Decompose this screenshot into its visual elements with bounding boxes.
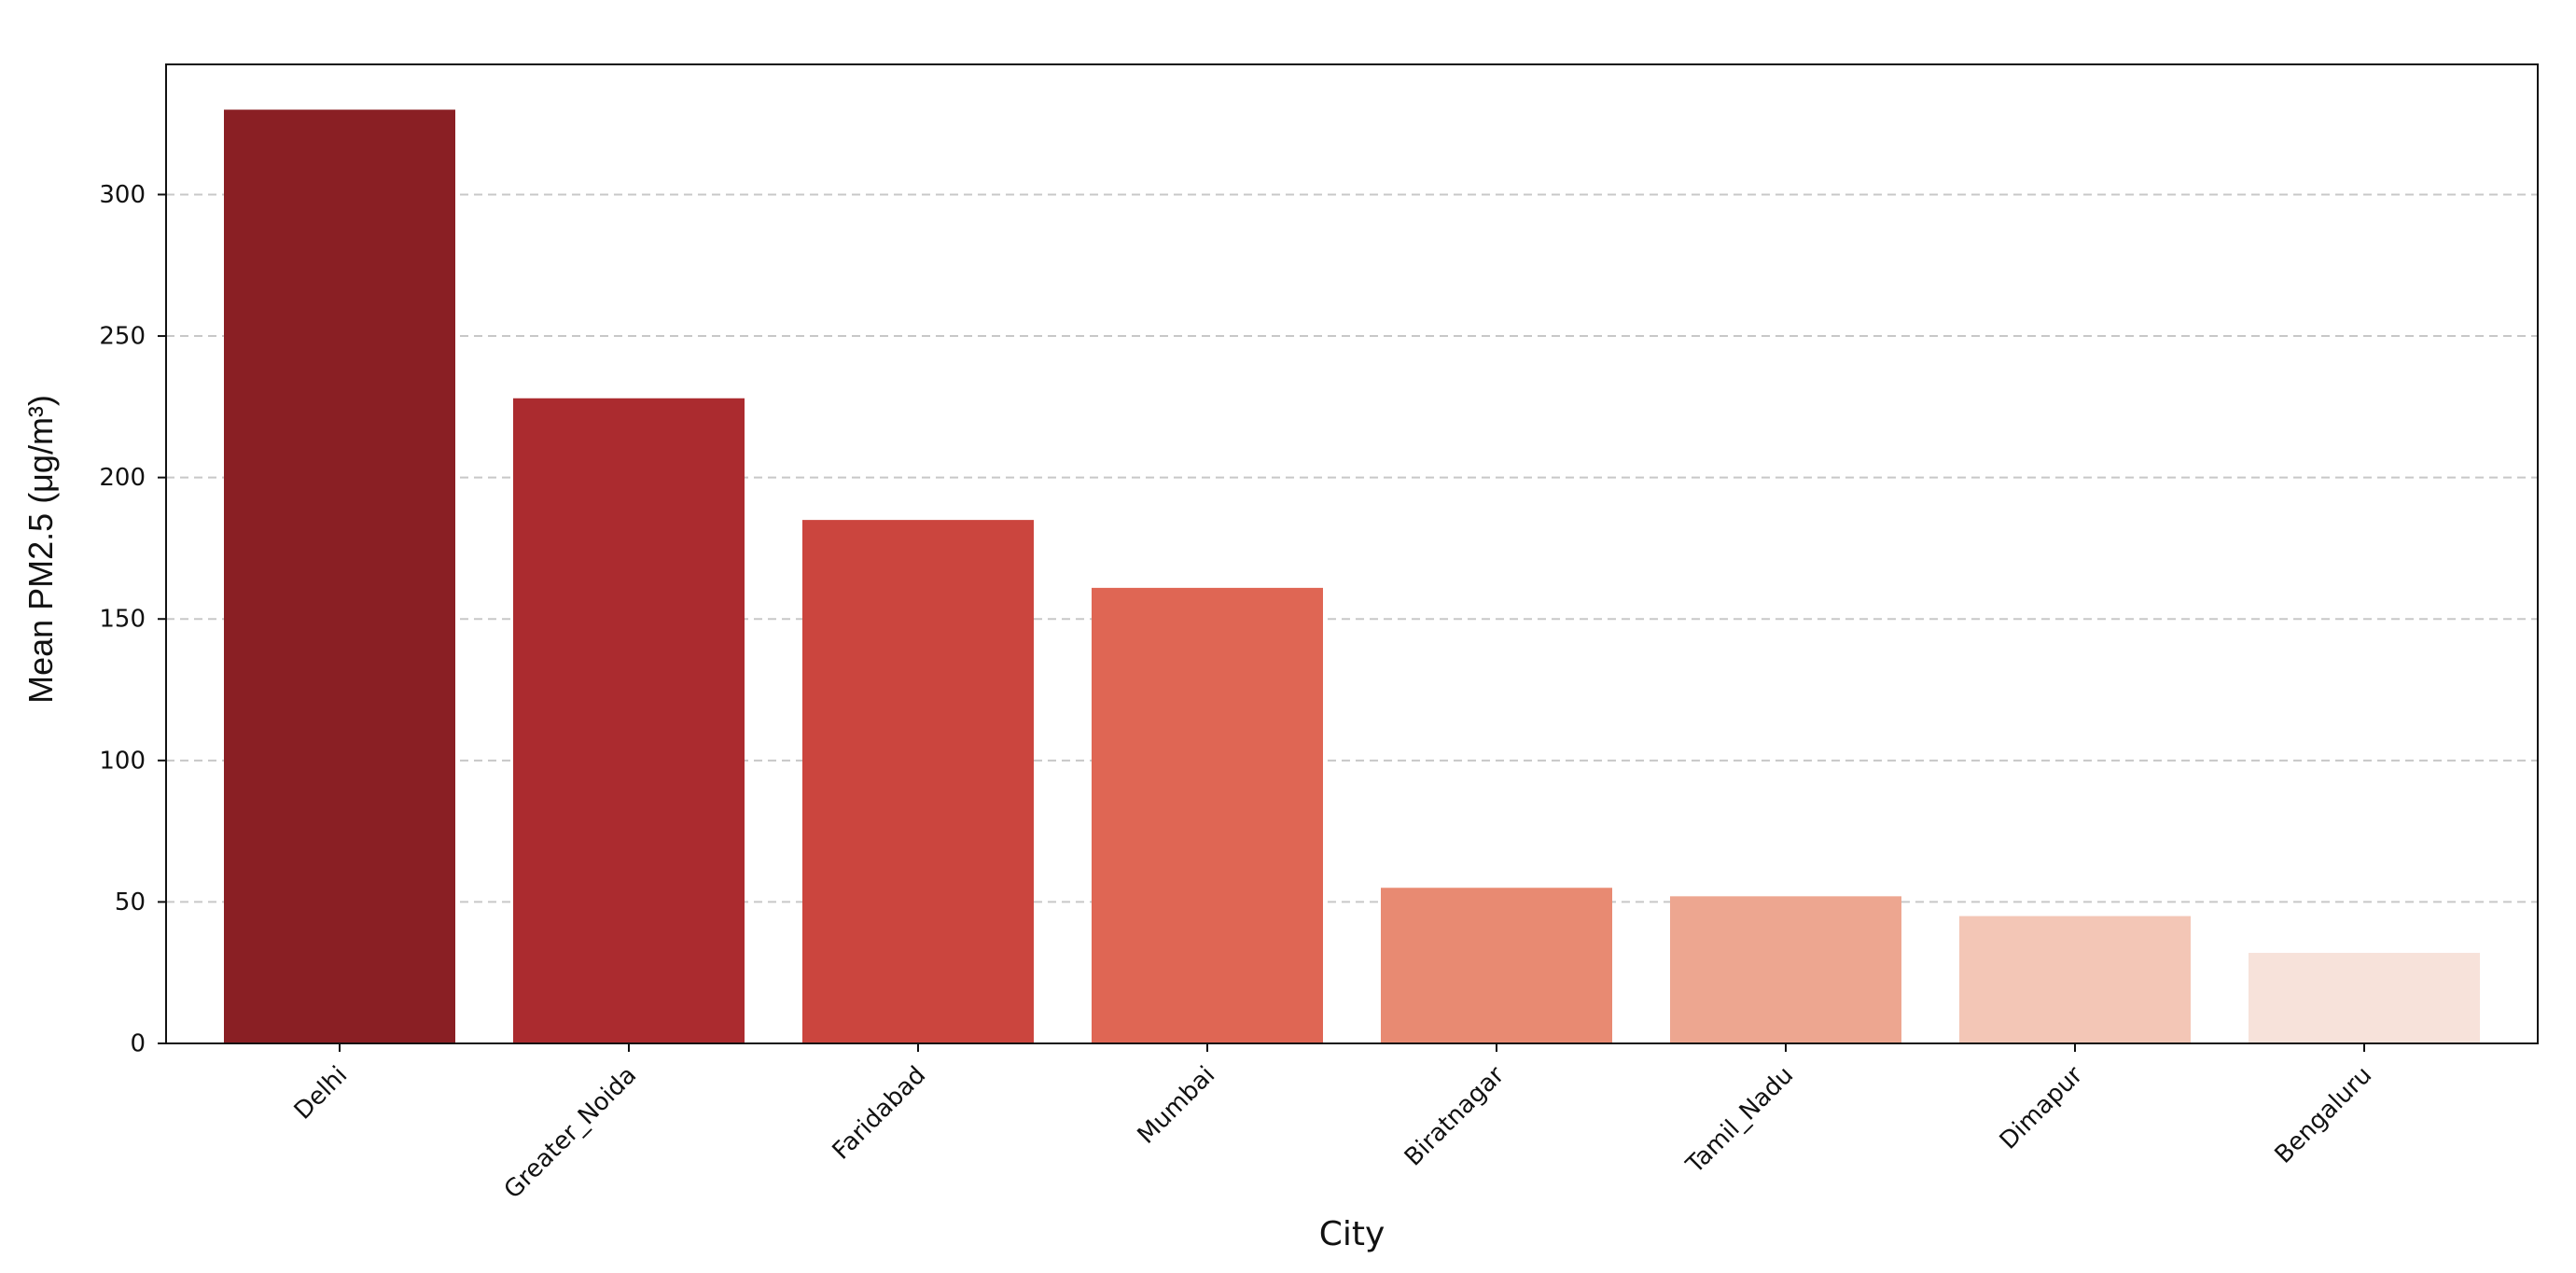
x-tick-label: Biratnagar xyxy=(1399,1061,1511,1172)
y-axis-ticks: 0 50 100 150 200 250 300 xyxy=(99,181,166,1058)
y-axis-label: Mean PM2.5 (μg/m³) xyxy=(21,395,60,704)
plot-frame xyxy=(165,63,2539,1044)
bar-greater-noida xyxy=(513,398,745,1043)
y-tick-label: 0 xyxy=(130,1030,146,1058)
y-tick-label: 50 xyxy=(115,888,146,916)
x-axis-label: City xyxy=(1319,1215,1385,1253)
bar-faridabad xyxy=(802,520,1034,1043)
bar-bengaluru xyxy=(2249,952,2480,1043)
y-tick-label: 300 xyxy=(99,181,146,209)
y-tick-label: 200 xyxy=(99,464,146,492)
y-tick-label: 150 xyxy=(99,606,146,634)
bar-tamil-nadu xyxy=(1670,896,1901,1043)
bar-dimapur xyxy=(1959,916,2191,1043)
bars xyxy=(224,109,2480,1043)
x-axis-ticks: Delhi Greater_Noida Faridabad Mumbai Biratna… xyxy=(289,1043,2378,1205)
x-tick-label: Bengaluru xyxy=(2270,1061,2378,1169)
x-tick-label: Tamil_Nadu xyxy=(1680,1061,1799,1180)
x-tick-label: Greater_Noida xyxy=(499,1061,643,1205)
x-tick-label: Dimapur xyxy=(1995,1061,2089,1155)
x-tick-label: Delhi xyxy=(289,1061,354,1126)
bar-delhi xyxy=(224,109,455,1043)
x-tick-label: Mumbai xyxy=(1133,1061,1221,1150)
y-tick-label: 250 xyxy=(99,323,146,351)
bar-mumbai xyxy=(1092,587,1323,1043)
y-tick-label: 100 xyxy=(99,747,146,775)
x-tick-label: Faridabad xyxy=(828,1061,932,1166)
bar-biratnagar xyxy=(1381,888,1612,1043)
